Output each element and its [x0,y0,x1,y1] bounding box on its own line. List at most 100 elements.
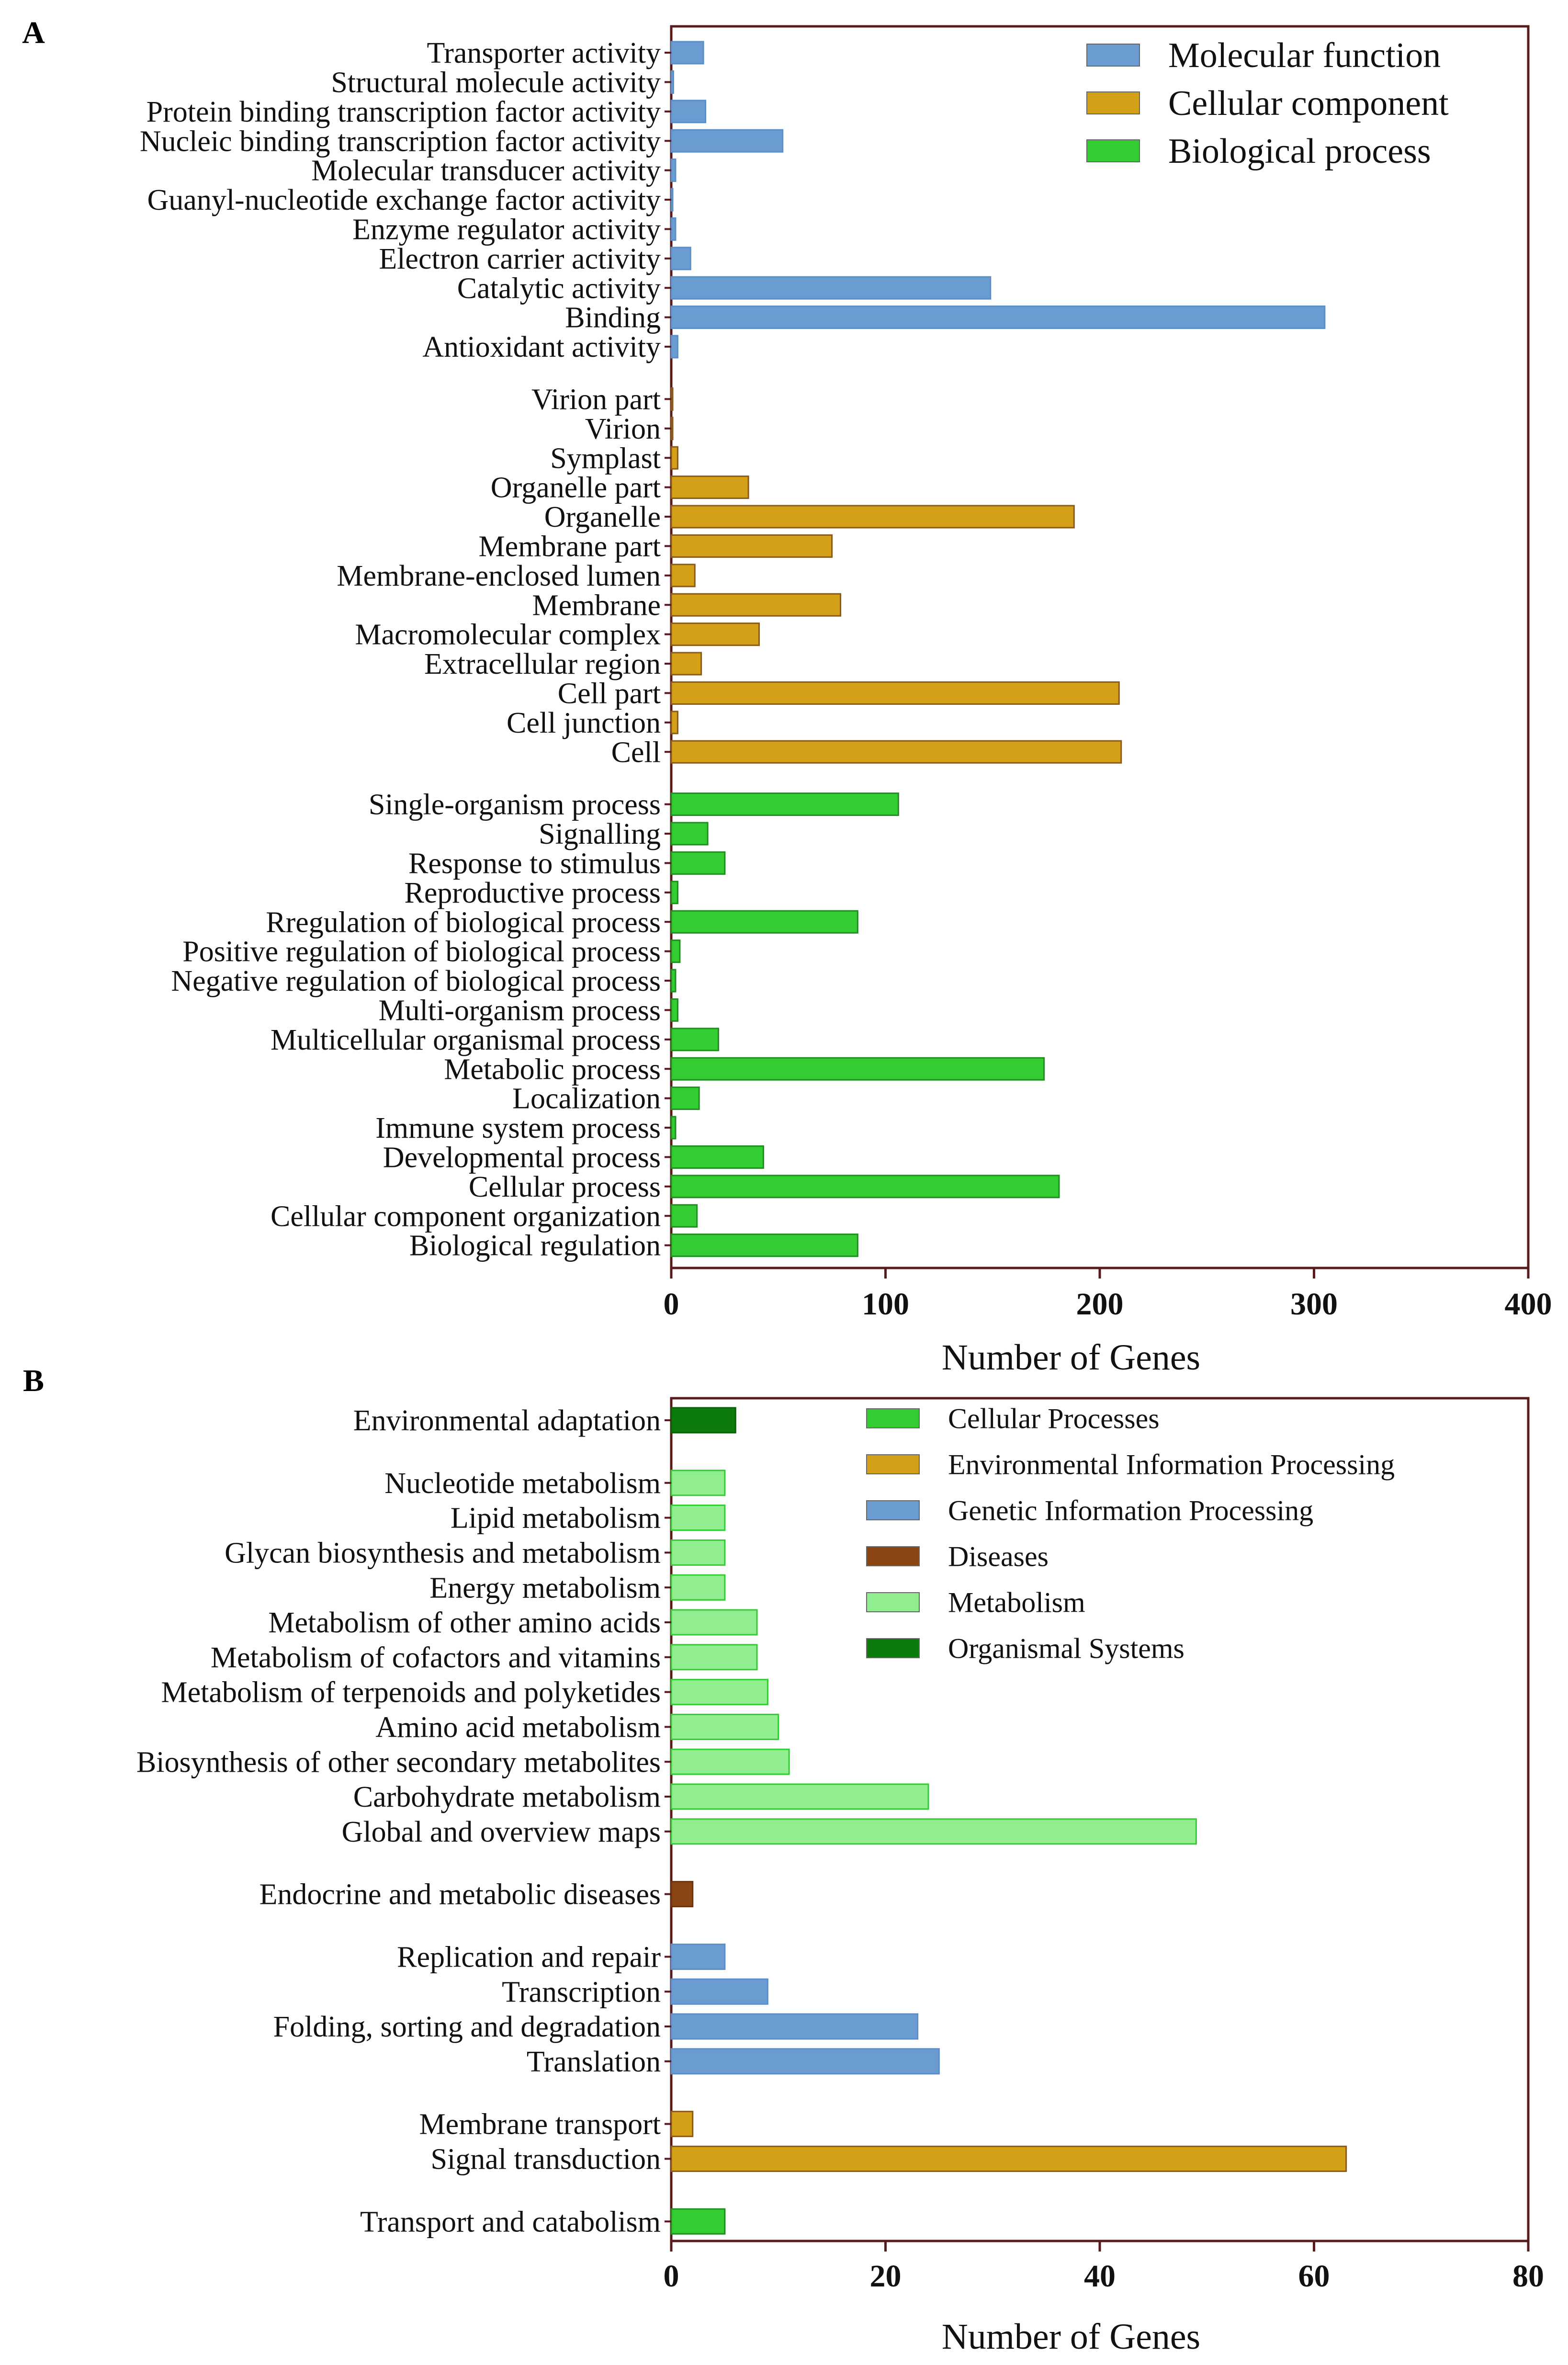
panel-a-bar-single-organism-process [670,792,899,816]
panel-b-bar-environmental-adaptation [670,1407,736,1434]
panel-a-bar-virion-part [670,387,674,411]
panel-a-bar-cellular-component-organization [670,1204,698,1228]
panel-a-xtick-label-0: 0 [664,1287,679,1322]
panel-a-bar-transporter-activity [670,41,704,65]
panel-b-bar-amino-acid-metabolism [670,1713,779,1740]
panel-a-category-label-localization: Localization [512,1083,661,1115]
panel-a-category-label-organelle: Organelle [544,501,661,533]
panel-b-legend-label-genetic-information-processing: Genetic Information Processing [948,1494,1313,1526]
panel-b-category-label-carbohydrate-metabolism: Carbohydrate metabolism [353,1781,661,1813]
panel-b-bar-carbohydrate-metabolism [670,1783,929,1810]
panel-a-category-label-extracellular-region: Extracellular region [424,648,661,680]
panel-a-bar-symplast [670,446,678,470]
panel-b-bar-lipid-metabolism [670,1505,726,1531]
panel-a-category-label-organelle-part: Organelle part [491,472,661,504]
panel-a-category-label-nucleic-binding-transcription-factor-activity: Nucleic binding transcription factor act… [140,125,661,158]
panel-a-bar-organelle-part [670,475,749,499]
panel-a-category-label-multi-organism-process: Multi-organism process [378,994,661,1027]
panel-a-category-label-rregulation-of-biological-process: Rregulation of biological process [266,906,661,939]
panel-a-category-label-reproductive-process: Reproductive process [405,877,661,909]
panel-a-bar-structural-molecule-activity [670,70,674,94]
panel-a-category-label-membrane-part: Membrane part [479,530,661,563]
panel-a-bar-cell-part [670,681,1120,705]
panel-a-category-label-cellular-process: Cellular process [469,1171,661,1203]
panel-b-legend-swatch-metabolism [866,1592,920,1612]
panel-a-bar-metabolic-process [670,1057,1045,1081]
panel-a-bar-developmental-process [670,1145,764,1169]
panel-a-category-label-molecular-transducer-activity: Molecular transducer activity [311,155,661,187]
panel-b-x-axis-label: Number of Genes [942,2317,1200,2357]
panel-b-category-label-translation: Translation [527,2046,661,2078]
panel-b-bar-metabolism-of-other-amino-acids [670,1609,758,1636]
panel-a-category-label-biological-regulation: Biological regulation [409,1230,661,1262]
panel-b-bar-nucleotide-metabolism [670,1470,726,1496]
panel-a-category-label-protein-binding-transcription-factor-activity: Protein binding transcription factor act… [147,96,661,128]
panel-a-xtick-label-300: 300 [1290,1287,1338,1322]
panel-a-bar-membrane [670,593,842,617]
panel-b-bar-metabolism-of-terpenoids-and-polyketides [670,1679,768,1706]
panel-b-xtick-label-60: 60 [1298,2259,1330,2294]
panel-b-bar-folding-sorting-and-degradation [670,2013,919,2040]
panel-b-category-label-global-and-overview-maps: Global and overview maps [342,1816,661,1848]
panel-a-plot-frame [670,25,1530,1269]
panel-a-bar-antioxidant-activity [670,335,678,359]
panel-a-bar-localization [670,1086,700,1110]
panel-a-category-label-electron-carrier-activity: Electron carrier activity [379,243,661,275]
panel-a-category-label-negative-regulation-of-biological-process: Negative regulation of biological proces… [171,965,661,997]
panel-b-bar-endocrine-and-metabolic-diseases [670,1881,694,1908]
panel-b-xtick-label-20: 20 [870,2259,902,2294]
panel-a-legend-label-biological-process: Biological process [1168,132,1431,171]
panel-a-legend-swatch-biological-process [1086,139,1140,162]
panel-b-xtick-label-80: 80 [1512,2259,1544,2294]
panel-a-bar-electron-carrier-activity [670,247,691,271]
panel-b-legend-swatch-cellular-processes [866,1408,920,1428]
panel-a-bar-reproductive-process [670,881,678,905]
panel-a-category-label-cell-part: Cell part [558,677,661,710]
panel-b-legend-swatch-genetic-information-processing [866,1500,920,1520]
panel-a-legend-swatch-molecular-function [1086,44,1140,67]
panel-a-category-label-transporter-activity: Transporter activity [427,37,661,69]
panel-a-bar-membrane-part [670,534,833,558]
panel-a-category-label-metabolic-process: Metabolic process [444,1053,661,1086]
panel-a-bar-cell [670,740,1122,764]
panel-b-legend-swatch-environmental-information-processing [866,1454,920,1474]
panel-b-category-label-membrane-transport: Membrane transport [419,2108,661,2141]
panel-a-bar-enzyme-regulator-activity [670,217,677,241]
panel-b-category-label-glycan-biosynthesis-and-metabolism: Glycan biosynthesis and metabolism [225,1537,661,1569]
panel-a-category-label-positive-regulation-of-biological-process: Positive regulation of biological proces… [182,936,661,968]
panel-b-category-label-transport-and-catabolism: Transport and catabolism [360,2206,661,2238]
panel-a-bar-protein-binding-transcription-factor-activity [670,100,707,124]
panel-a-bar-rregulation-of-biological-process [670,910,858,934]
panel-a-category-label-signalling: Signalling [539,818,661,850]
panel-a-legend-label-cellular-component: Cellular component [1168,84,1449,123]
panel-a-bar-nucleic-binding-transcription-factor-activity [670,129,784,153]
panel-a-category-label-virion-part: Virion part [531,383,661,416]
panel-a-bar-multicellular-organismal-process [670,1028,719,1052]
panel-b-bar-transcription [670,1978,768,2005]
panel-a-bar-macromolecular-complex [670,622,760,646]
panel-b-legend-label-environmental-information-processing: Environmental Information Processing [948,1448,1395,1480]
panel-b-bar-transport-and-catabolism [670,2208,726,2235]
panel-b-category-label-metabolism-of-cofactors-and-vitamins: Metabolism of cofactors and vitamins [211,1641,661,1674]
panel-b-bar-replication-and-repair [670,1943,726,1970]
panel-a-bar-response-to-stimulus [670,851,726,875]
panel-b-bar-global-and-overview-maps [670,1818,1197,1845]
panel-b-category-label-amino-acid-metabolism: Amino acid metabolism [375,1711,661,1743]
panel-a-category-label-cell: Cell [611,736,661,769]
panel-a-bar-immune-system-process [670,1116,677,1140]
panel-b-bar-metabolism-of-cofactors-and-vitamins [670,1644,758,1671]
panel-a-label: A [22,15,45,50]
panel-a-bar-multi-organism-process [670,998,678,1022]
panel-b-legend-label-cellular-processes: Cellular Processes [948,1403,1160,1434]
panel-b-xtick-label-0: 0 [664,2259,679,2294]
panel-b-bar-energy-metabolism [670,1574,726,1601]
panel-a-bar-guanyl-nucleotide-exchange-factor-activity [670,188,674,212]
panel-b-category-label-endocrine-and-metabolic-diseases: Endocrine and metabolic diseases [259,1878,661,1911]
panel-a-bar-molecular-transducer-activity [670,158,677,182]
panel-b-category-label-biosynthesis-of-other-secondary-metabolites: Biosynthesis of other secondary metaboli… [136,1746,661,1778]
panel-a-category-label-membrane: Membrane [532,589,661,622]
panel-a-bar-virion [670,417,674,441]
panel-a-xtick-label-200: 200 [1076,1287,1124,1322]
panel-b-category-label-transcription: Transcription [502,1976,661,2008]
